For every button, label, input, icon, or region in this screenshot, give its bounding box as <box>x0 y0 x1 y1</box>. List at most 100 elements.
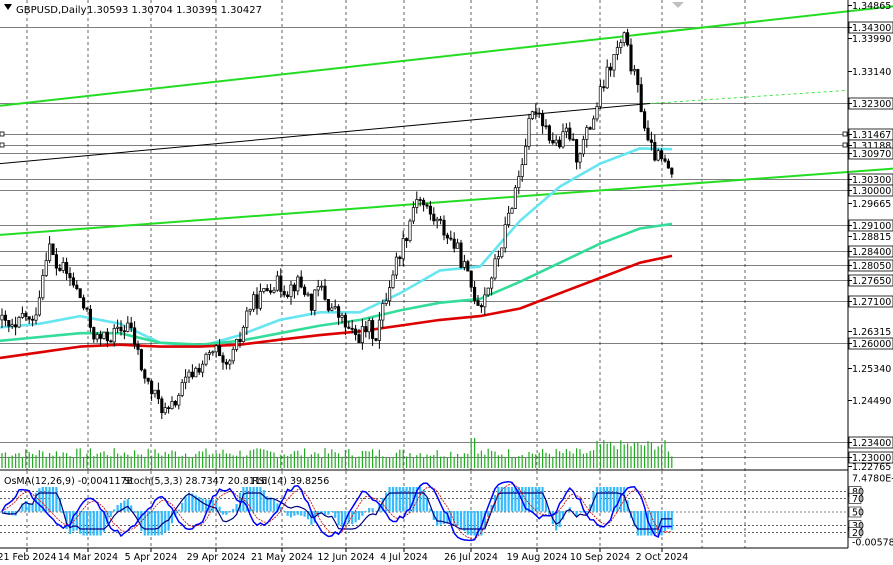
time-label: 10 Sep 2024 <box>570 552 630 563</box>
osma-bar <box>589 504 592 512</box>
candle-body <box>442 219 446 236</box>
osma-bar <box>449 511 452 524</box>
candle-body <box>581 139 585 155</box>
candle-body <box>129 322 133 329</box>
candle-body <box>357 334 361 343</box>
candle-body <box>248 308 252 312</box>
osma-bar <box>269 497 272 512</box>
osma-bar <box>153 511 157 536</box>
osma-bar <box>7 511 10 515</box>
osma-bar <box>221 511 225 515</box>
candle-body <box>272 289 276 293</box>
candle-body <box>513 187 517 209</box>
time-label: 4 Jul 2024 <box>380 552 428 563</box>
candle-body <box>119 326 123 332</box>
osma-bar <box>544 500 548 512</box>
price-label: 1.27100 <box>852 297 891 308</box>
osma-bar <box>402 487 405 512</box>
candle-body <box>350 328 354 330</box>
osma-bar <box>561 511 565 520</box>
time-label: 21 Feb 2024 <box>0 552 57 563</box>
osma-bar <box>130 505 133 512</box>
osma-bar <box>527 487 531 512</box>
osma-bar <box>538 487 541 512</box>
osma-bar <box>45 487 48 512</box>
candle-body <box>585 127 589 140</box>
trend-line[interactable] <box>649 90 846 104</box>
level-handle[interactable] <box>842 142 848 148</box>
level-handle[interactable] <box>0 142 5 148</box>
candle-body <box>496 256 500 260</box>
candle-body <box>17 317 21 328</box>
candlesticks <box>0 28 674 419</box>
candle-body <box>78 288 82 299</box>
osma-bar <box>612 487 616 512</box>
time-label: 5 Apr 2024 <box>125 552 178 563</box>
osma-bar <box>113 509 116 512</box>
osma-bar <box>599 487 602 512</box>
price-label: 1.28815 <box>852 232 891 243</box>
osma-bar <box>259 487 262 512</box>
scroll-marker-icon[interactable] <box>672 2 684 8</box>
osma-bar <box>102 511 106 532</box>
price-label: 1.34865 <box>852 1 891 12</box>
osma-bar <box>361 511 364 516</box>
candle-body <box>493 258 497 279</box>
osma-bar <box>109 511 112 517</box>
time-label: 2 Oct 2024 <box>636 552 689 563</box>
osma-bar <box>436 511 439 527</box>
candle-body <box>58 267 62 271</box>
candle-body <box>537 112 541 115</box>
price-label: 1.31467 <box>852 130 891 141</box>
main-pane[interactable]: GBPUSD,Daily 1.30593 1.30704 1.30395 1.3… <box>0 0 893 548</box>
trend-line[interactable] <box>0 167 893 236</box>
osma-bar <box>446 511 449 524</box>
osma-bar <box>374 511 378 512</box>
osma-bar <box>211 499 214 512</box>
osma-bar <box>483 511 486 528</box>
candle-body <box>320 285 324 288</box>
indicator-axis-label: 70 <box>852 494 864 505</box>
candle-body <box>656 150 660 161</box>
candle-body <box>275 275 279 291</box>
level-handle[interactable] <box>842 131 848 137</box>
moving-average-line <box>0 254 673 360</box>
candle-body <box>558 139 562 148</box>
osma-bar <box>398 487 401 512</box>
level-handle[interactable] <box>0 131 5 137</box>
osma-bar <box>357 511 361 520</box>
candle-body <box>333 306 337 309</box>
indicator-pane[interactable]: OsMA(12,26,9) -0.0041178 Stoch(5,3,3) 28… <box>0 471 848 548</box>
osma-bar <box>490 504 493 512</box>
dropdown-arrow-icon[interactable] <box>4 4 12 10</box>
osma-bar <box>657 511 660 536</box>
candle-body <box>122 330 126 333</box>
candle-body <box>241 326 245 343</box>
candle-body <box>462 261 466 268</box>
osma-bar <box>609 487 612 512</box>
candle-body <box>649 139 653 143</box>
candle-body <box>364 326 368 333</box>
candle-body <box>316 286 320 291</box>
candle-body <box>422 199 426 206</box>
osma-bar <box>55 487 58 512</box>
osma-bar <box>466 511 469 535</box>
candle-body <box>262 288 266 292</box>
trend-line[interactable] <box>0 5 893 107</box>
osma-bar <box>266 496 269 512</box>
candle-body <box>578 153 582 163</box>
osma-bar <box>473 511 476 536</box>
time-axis[interactable]: 21 Feb 2024 14 Mar 2024 5 Apr 2024 29 Apr 2… <box>0 548 688 563</box>
candle-body <box>541 113 545 127</box>
osma-bar <box>500 487 503 512</box>
time-label: 14 Mar 2024 <box>58 552 118 563</box>
osma-bar <box>623 487 626 512</box>
candle-body <box>388 287 392 302</box>
osma-bar <box>480 511 483 536</box>
candle-body <box>483 294 487 308</box>
osma-bar <box>327 511 330 515</box>
osma-bar <box>602 487 605 512</box>
